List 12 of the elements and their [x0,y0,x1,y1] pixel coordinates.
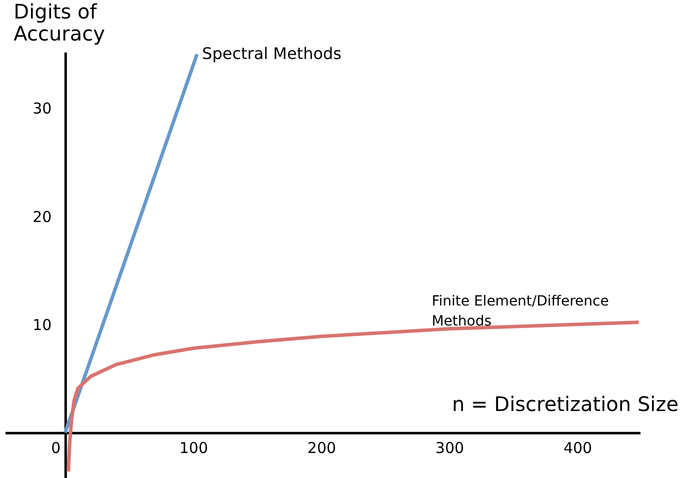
y-tick-label: 30 [32,100,52,118]
series-label: Finite Element/Difference Methods [432,293,609,330]
y-axis-title: Digits of Accuracy [14,0,106,46]
x-tick-label: 200 [307,439,336,458]
series-label: Spectral Methods [202,44,342,64]
x-tick-label: 300 [435,439,464,458]
x-axis-title: n = Discretization Size [452,392,678,416]
y-tick-label: 10 [32,316,52,334]
x-tick-label: 100 [179,439,208,458]
y-tick-label: 20 [32,208,52,226]
x-tick-label: 0 [51,439,61,458]
x-tick-label: 400 [563,439,592,458]
